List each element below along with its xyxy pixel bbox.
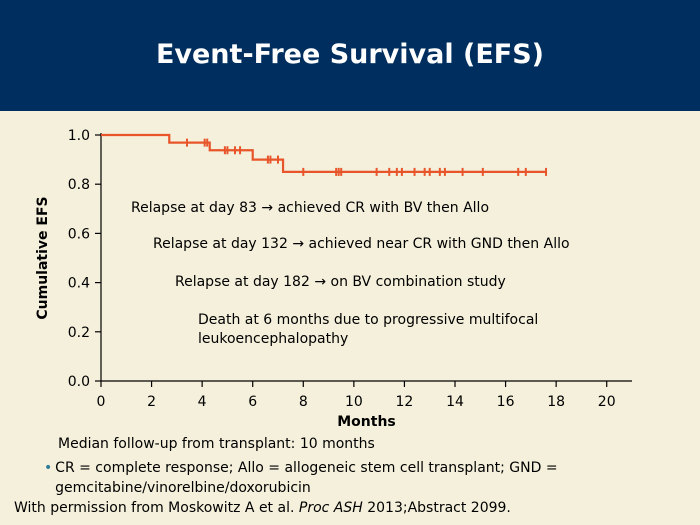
x-tick-label: 20 [598,394,616,410]
annotation-death-line1: Death at 6 months due to progressive mul… [198,312,539,328]
annotation-death-line2: leukoencephalopathy [198,331,349,347]
citation-journal: Proc ASH [298,500,363,516]
x-tick-label: 18 [547,394,565,410]
x-tick-label: 16 [497,394,515,410]
bullet-dot-icon: • [44,460,53,476]
x-tick-label: 2 [147,394,156,410]
y-tick-label: 0.6 [68,226,90,242]
slide-title: Event-Free Survival (EFS) [155,39,545,70]
x-tick-label: 14 [446,394,464,410]
y-tick-label: 0.4 [68,276,90,292]
annotation-day-182: Relapse at day 182 → on BV combination s… [175,274,506,290]
annotation-day-132: Relapse at day 132 → achieved near CR wi… [153,236,570,252]
citation: With permission from Moskowitz A et al. … [14,498,511,518]
x-tick-label: 4 [198,394,207,410]
y-tick-label: 0.2 [68,325,90,341]
efs-chart: 0.0 0.2 0.4 0.6 0.8 1.0 0 2 4 6 8 10 12 14 16 18 20 Month… [35,128,632,430]
y-tick-label: 0.8 [68,177,90,193]
citation-suffix: 2013;Abstract 2099. [362,500,511,516]
x-tick-label: 12 [396,394,414,410]
y-tick-label: 0.0 [68,374,90,390]
abbreviations-text: CR = complete response; Allo = allogenei… [55,460,558,496]
x-tick-label: 10 [345,394,363,410]
annotation-day-83: Relapse at day 83 → achieved CR with BV … [131,200,490,216]
x-axis-label: Months [337,414,396,430]
y-axis-label: Cumulative EFS [35,196,51,319]
abbreviations-bullet: • CR = complete response; Allo = allogen… [44,458,664,498]
x-tick-label: 0 [97,394,106,410]
median-followup-note: Median follow-up from transplant: 10 mon… [58,436,375,452]
y-tick-label: 1.0 [68,128,90,144]
x-tick-label: 6 [248,394,257,410]
x-tick-label: 8 [299,394,308,410]
citation-prefix: With permission from Moskowitz A et al. [14,500,299,516]
efs-curve [101,133,547,173]
title-bar: Event-Free Survival (EFS) [0,0,700,111]
